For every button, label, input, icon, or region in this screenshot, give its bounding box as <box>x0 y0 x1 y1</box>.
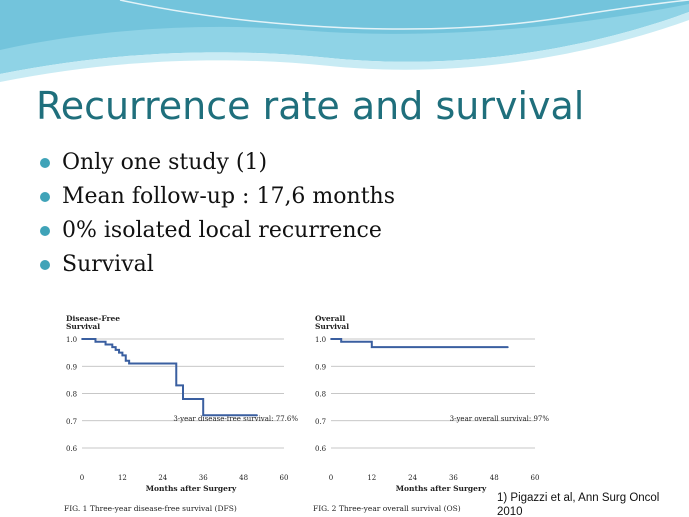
figure-caption: FIG. 1 Three-year disease-free survival … <box>64 504 237 513</box>
survival-data-point <box>128 362 131 365</box>
x-tick-label: 0 <box>329 474 333 482</box>
x-tick-label: 60 <box>531 474 540 482</box>
survival-data-point <box>506 346 509 349</box>
x-tick-label: 0 <box>80 474 84 482</box>
survival-annotation: 3-year disease-free survival: 77.6% <box>173 415 298 423</box>
y-tick-label: 0.7 <box>315 418 326 426</box>
x-tick-label: 36 <box>199 474 208 482</box>
bullet-text: 0% isolated local recurrence <box>62 218 382 243</box>
bullet-item: Survival <box>40 250 395 284</box>
x-tick-label: 60 <box>280 474 289 482</box>
x-tick-label: 48 <box>239 474 248 482</box>
survival-data-point <box>121 354 124 357</box>
y-axis-label: Survival <box>66 322 100 331</box>
x-tick-label: 12 <box>118 474 127 482</box>
survival-data-point <box>370 346 373 349</box>
x-axis-label: Months after Surgery <box>396 484 487 493</box>
os-chart-figure: Overall Survival 1.0 0.9 0.8 0.7 0.6 0 12 24 36 48 6… <box>307 308 555 517</box>
bullet-icon <box>40 192 50 202</box>
survival-step-line <box>331 338 508 349</box>
survival-data-point <box>175 384 178 387</box>
y-tick-label: 0.9 <box>66 363 77 371</box>
bullet-list: Only one study (1) Mean follow-up : 17,6… <box>40 148 395 284</box>
survival-data-point <box>124 359 127 362</box>
survival-data-point <box>256 414 258 417</box>
survival-data-point <box>182 398 184 400</box>
x-tick-label: 24 <box>158 474 167 482</box>
survival-data-point <box>202 414 205 417</box>
survival-data-point <box>114 349 117 351</box>
survival-step-line <box>82 338 258 417</box>
bullet-text: Mean follow-up : 17,6 months <box>62 184 395 209</box>
y-tick-label: 0.7 <box>66 418 77 426</box>
survival-data-point <box>118 351 120 354</box>
x-tick-label: 24 <box>408 474 417 482</box>
x-axis-label: Months after Surgery <box>146 484 237 493</box>
bullet-item: 0% isolated local recurrence <box>40 216 395 250</box>
y-tick-label: 0.6 <box>315 445 327 453</box>
x-tick-label: 36 <box>449 474 458 482</box>
y-tick-label: 0.8 <box>315 391 326 399</box>
y-tick-label: 0.9 <box>315 363 326 371</box>
survival-data-point <box>104 343 107 346</box>
bullet-icon <box>40 226 50 236</box>
dfs-chart-figure: Disease-Free Survival 1.0 0.9 0.8 0.7 0.6 0 12 24… <box>58 308 304 517</box>
bullet-item: Mean follow-up : 17,6 months <box>40 182 395 216</box>
y-axis-label: Survival <box>315 322 349 331</box>
reference-citation: 1) Pigazzi et al, Ann Surg Oncol 2010 <box>497 492 660 517</box>
bullet-icon <box>40 158 50 168</box>
y-tick-label: 1.0 <box>315 336 326 344</box>
survival-data-point <box>81 338 83 340</box>
y-tick-label: 0.6 <box>66 445 78 453</box>
survival-data-point <box>330 338 332 340</box>
x-tick-label: 48 <box>490 474 499 482</box>
bullet-text: Survival <box>62 252 154 277</box>
y-tick-label: 0.8 <box>66 391 77 399</box>
figure-caption: FIG. 2 Three-year overall survival (OS) <box>313 504 461 513</box>
survival-data-point <box>340 340 343 343</box>
header-wave-decoration <box>0 0 689 86</box>
bullet-item: Only one study (1) <box>40 148 395 182</box>
bullet-text: Only one study (1) <box>62 150 268 175</box>
slide-title: Recurrence rate and survival <box>36 84 585 128</box>
y-axis-label: Overall <box>315 314 345 323</box>
bullet-icon <box>40 260 50 270</box>
survival-data-point <box>111 346 114 349</box>
x-tick-label: 12 <box>367 474 376 482</box>
survival-data-point <box>94 340 97 343</box>
y-tick-label: 1.0 <box>66 336 77 344</box>
y-axis-label: Disease-Free <box>66 314 120 323</box>
survival-annotation: 3-year overall survival: 97% <box>450 415 550 423</box>
